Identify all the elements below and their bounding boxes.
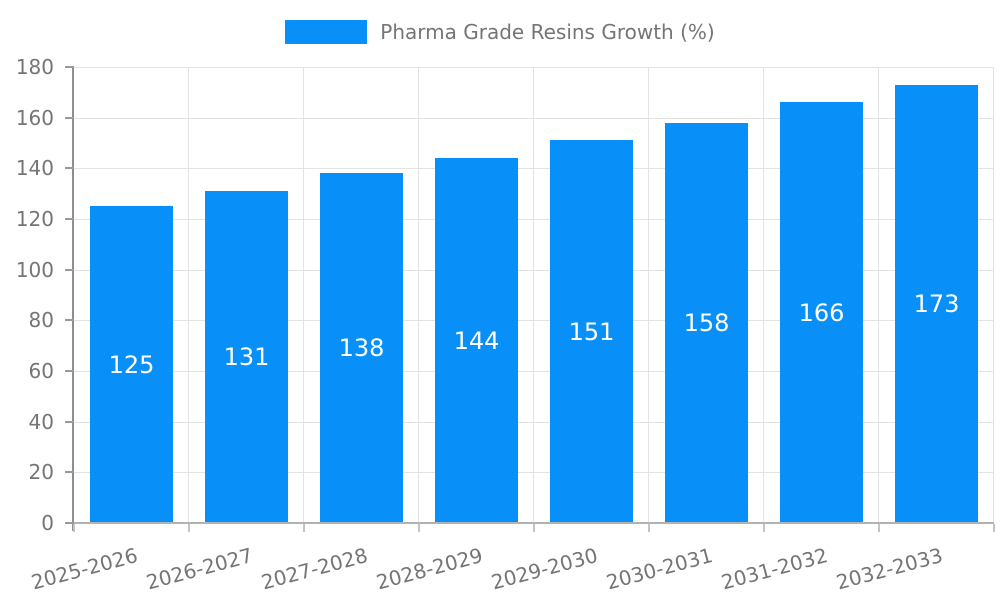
x-axis-tick [533,524,535,532]
bar [780,102,863,523]
x-axis-tick [648,524,650,532]
x-axis-tick [303,524,305,532]
y-axis-line [72,67,74,531]
bar-value-label: 144 [453,326,500,355]
y-tick-label: 20 [28,460,54,485]
bar-value-label: 138 [338,334,385,363]
legend-color-swatch [285,20,368,44]
x-gridline [993,67,994,523]
y-axis-tick [65,66,74,68]
bar-value-label: 158 [683,308,730,337]
x-gridline [648,67,649,523]
bar-value-label: 125 [108,350,155,379]
x-gridline [533,67,534,523]
y-gridline [74,67,994,68]
y-tick-label: 60 [28,359,54,383]
bar [90,206,173,523]
y-gridline [74,269,994,271]
y-tick-label: 120 [15,207,54,231]
y-gridline [74,320,994,322]
bar [665,122,748,523]
y-gridline [74,117,994,119]
x-axis-tick [73,524,75,532]
y-tick-label: 40 [28,409,54,434]
legend-label: Pharma Grade Resins Growth (%) [380,20,715,44]
bar-value-label: 151 [568,317,615,346]
plot-area: 125 131 138 144 151 158 166 173 0 20 40 60 80 100 120 1… [16,56,995,594]
bar-value-label: 131 [223,343,270,372]
bar [550,140,633,523]
x-axis-tick [878,524,880,532]
y-axis-tick [65,268,74,271]
x-axis-line [72,522,994,524]
y-tick-label: 0 [41,511,54,535]
y-axis-tick [65,420,74,423]
y-tick-label: 80 [28,308,54,333]
y-axis-tick [65,218,74,220]
y-axis-tick [65,167,74,170]
x-axis-tick [763,524,765,532]
x-gridline [763,67,764,523]
bar [435,158,518,523]
y-tick-label: 180 [15,55,54,79]
y-gridline [74,472,994,474]
bar-value-label: 166 [798,298,845,327]
y-tick-label: 100 [15,257,54,282]
x-gridline [418,67,419,523]
y-gridline [74,421,994,423]
y-axis-tick [65,319,74,322]
legend[interactable]: Pharma Grade Resins Growth (%) [0,19,1000,45]
y-axis-tick [65,522,74,524]
bar [205,191,288,523]
y-gridline [74,219,994,220]
x-axis-tick [188,524,190,532]
y-gridline [74,371,994,372]
bar [320,173,403,523]
y-axis-tick [65,370,74,372]
y-tick-label: 160 [15,105,54,130]
y-axis-tick [65,471,74,474]
bar-value-label: 173 [913,289,960,318]
x-gridline [878,67,879,523]
x-gridline [188,67,189,523]
x-gridline [303,67,304,523]
y-axis-tick [65,116,74,119]
y-tick-label: 140 [15,156,54,181]
x-axis-tick [993,524,995,532]
y-gridline [74,168,994,170]
bar [895,84,978,523]
x-axis-tick [418,524,420,532]
